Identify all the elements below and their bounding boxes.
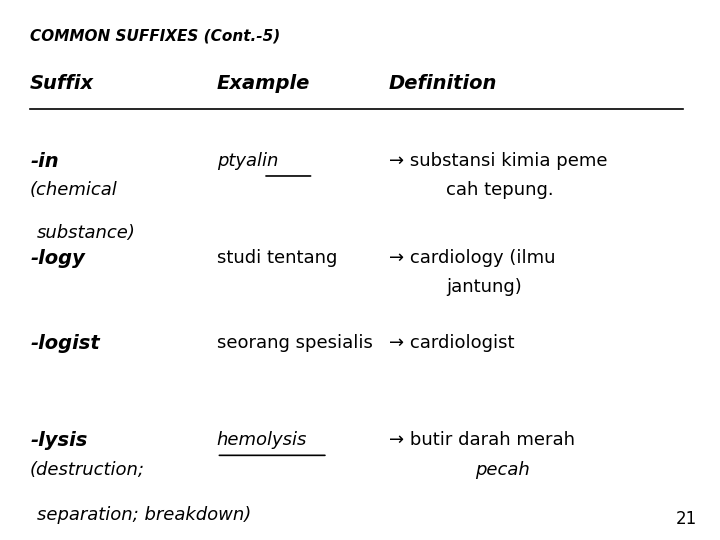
Text: -logy: -logy [30, 248, 85, 267]
Text: -logist: -logist [30, 334, 100, 354]
Text: (chemical: (chemical [30, 181, 118, 199]
Text: pecah: pecah [474, 461, 529, 479]
Text: separation; breakdown): separation; breakdown) [37, 507, 251, 524]
Text: substance): substance) [37, 224, 136, 242]
Text: Definition: Definition [389, 74, 497, 93]
Text: Suffix: Suffix [30, 74, 94, 93]
Text: -in: -in [30, 152, 59, 171]
Text: hemolysis: hemolysis [217, 431, 307, 449]
Text: (destruction;: (destruction; [30, 461, 145, 479]
Text: → cardiology (ilmu: → cardiology (ilmu [389, 248, 555, 267]
Text: Example: Example [217, 74, 310, 93]
Text: → substansi kimia peme: → substansi kimia peme [389, 152, 607, 170]
Text: cah tepung.: cah tepung. [446, 181, 554, 199]
Text: COMMON SUFFIXES (Cont.-5): COMMON SUFFIXES (Cont.-5) [30, 28, 280, 43]
Text: seorang spesialis: seorang spesialis [217, 334, 372, 353]
Text: ptyalin: ptyalin [217, 152, 278, 170]
Text: studi tentang: studi tentang [217, 248, 337, 267]
Text: → butir darah merah: → butir darah merah [389, 431, 575, 449]
Text: 21: 21 [676, 510, 697, 528]
Text: jantung): jantung) [446, 278, 522, 296]
Text: -lysis: -lysis [30, 431, 87, 450]
Text: → cardiologist: → cardiologist [389, 334, 514, 353]
